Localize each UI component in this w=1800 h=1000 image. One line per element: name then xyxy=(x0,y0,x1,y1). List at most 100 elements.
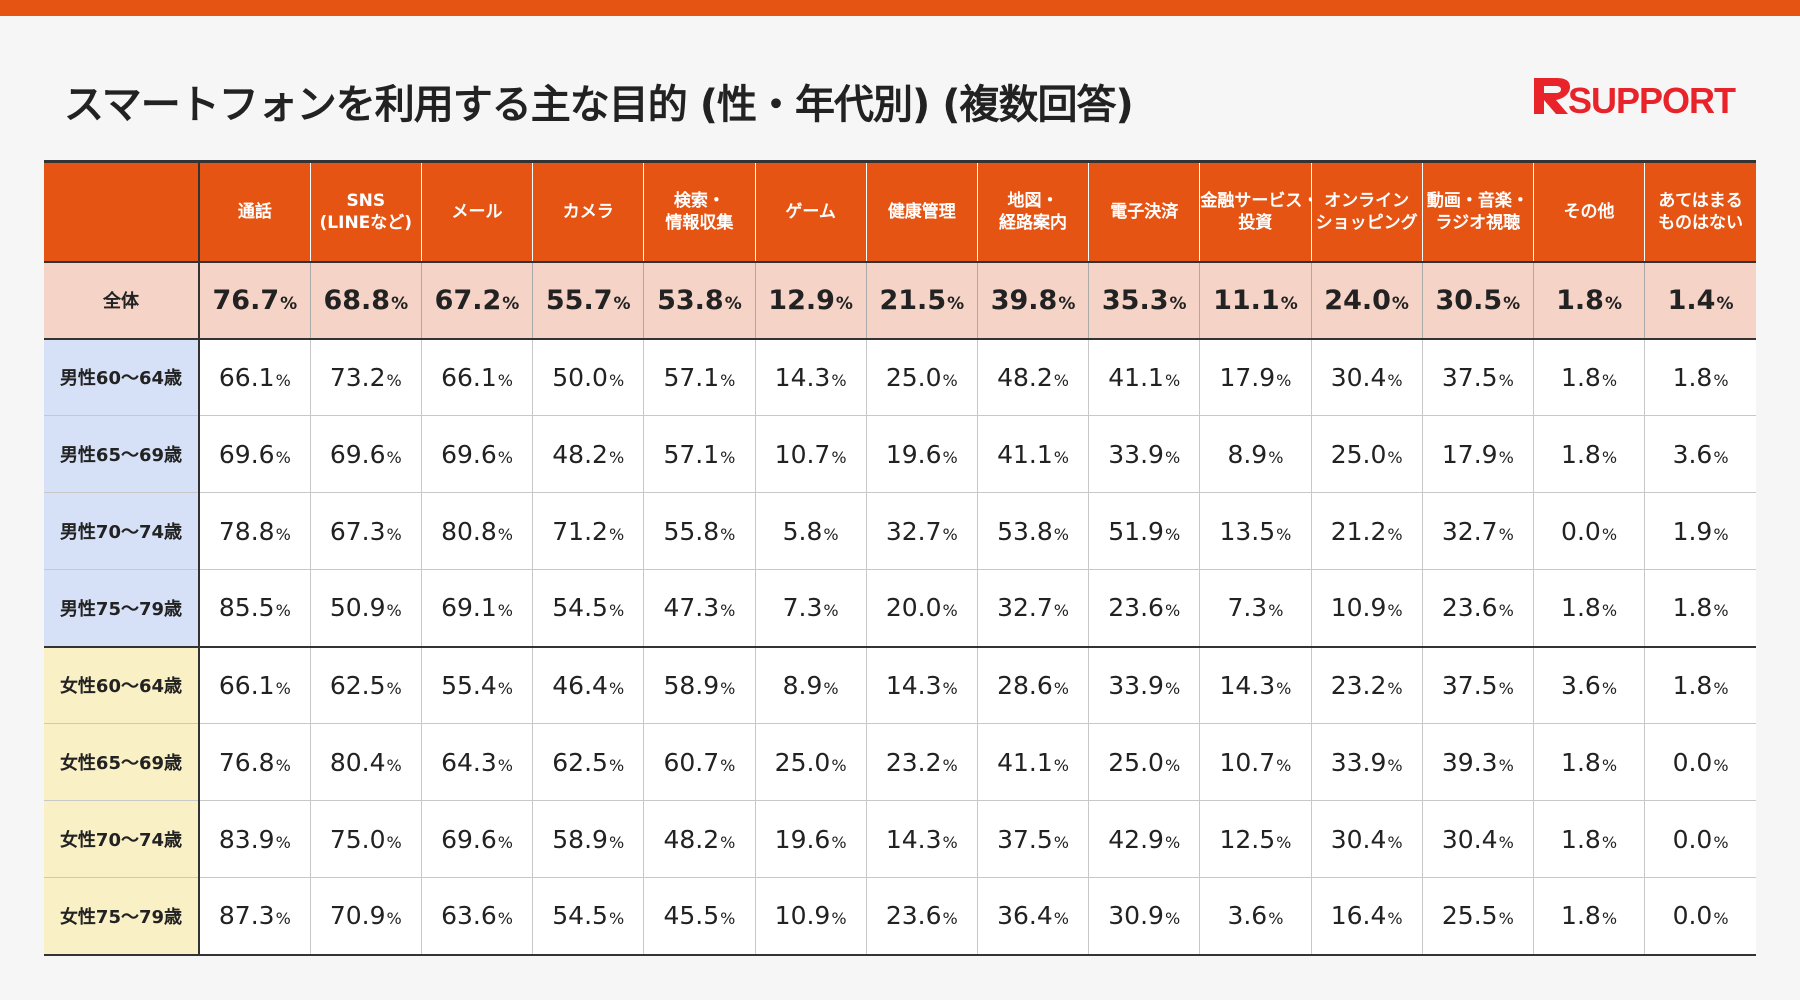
value-cell: 25.0% xyxy=(865,338,978,416)
table-row: 全体 76.7% 68.8% 67.2% 55.7% 53.8% 12.9% 21.5% 39.… xyxy=(44,260,1756,340)
cell-value: 24.0 xyxy=(1324,284,1391,316)
value-cell: 75.0% xyxy=(309,800,422,878)
value-cell: 1.8% xyxy=(1532,260,1645,340)
value-cell: 80.8% xyxy=(420,492,533,570)
percent-unit: % xyxy=(1387,755,1403,775)
value-cell: 42.9% xyxy=(1088,800,1200,878)
value-cell: 83.9% xyxy=(198,800,311,878)
cell-value: 17.9 xyxy=(1219,362,1276,392)
column-header: メール xyxy=(420,161,533,262)
percent-unit: % xyxy=(1391,293,1409,314)
percent-unit: % xyxy=(1053,601,1069,621)
value-cell: 53.8% xyxy=(643,260,756,340)
column-header: 地図・ 経路案内 xyxy=(976,161,1089,262)
cell-value: 67.2 xyxy=(434,284,502,316)
percent-unit: % xyxy=(1604,293,1622,314)
value-cell: 48.2% xyxy=(976,338,1089,416)
percent-unit: % xyxy=(1053,678,1069,698)
column-header-line: 健康管理 xyxy=(887,201,956,222)
column-header-line: オンライン xyxy=(1324,190,1410,211)
row-label: 女性70～74歳 xyxy=(44,800,200,878)
value-cell: 62.5% xyxy=(532,723,644,801)
cell-value: 30.5 xyxy=(1435,284,1503,316)
percent-unit: % xyxy=(1498,524,1514,544)
percent-unit: % xyxy=(275,601,291,621)
percent-unit: % xyxy=(720,755,736,775)
percent-unit: % xyxy=(1164,755,1181,775)
cell-value: 80.4 xyxy=(329,747,386,777)
cell-value: 50.0 xyxy=(552,362,608,392)
value-cell: 41.1% xyxy=(976,723,1089,801)
cell-value: 69.1 xyxy=(441,593,497,623)
value-cell: 80.4% xyxy=(309,723,422,801)
percent-unit: % xyxy=(942,524,958,544)
column-header-line: ショッピング xyxy=(1315,212,1418,233)
value-cell: 33.9% xyxy=(1088,415,1200,493)
value-cell: 41.1% xyxy=(1088,338,1200,416)
cell-value: 8.9 xyxy=(1227,439,1268,469)
percent-unit: % xyxy=(823,524,839,544)
cell-value: 37.5 xyxy=(1441,362,1498,392)
column-header-line: 投資 xyxy=(1238,212,1273,233)
percent-unit: % xyxy=(1164,678,1181,698)
percent-unit: % xyxy=(497,678,513,698)
percent-unit: % xyxy=(1276,832,1292,852)
cell-value: 80.8 xyxy=(441,516,497,546)
cell-value: 10.7 xyxy=(774,439,831,469)
cell-value: 12.9 xyxy=(768,284,835,316)
percent-unit: % xyxy=(1387,678,1403,698)
cell-value: 68.8 xyxy=(323,284,391,316)
cell-value: 41.1 xyxy=(1108,362,1164,392)
cell-value: 1.4 xyxy=(1667,284,1716,316)
percent-unit: % xyxy=(386,755,402,775)
value-cell: 60.7% xyxy=(643,723,756,801)
value-cell: 10.9% xyxy=(754,877,867,956)
percent-unit: % xyxy=(720,601,736,621)
column-header-line: その他 xyxy=(1563,201,1615,222)
percent-unit: % xyxy=(1280,293,1298,314)
percent-unit: % xyxy=(1713,447,1729,467)
column-header-line: カメラ xyxy=(562,201,614,222)
column-header-line: 検索・ xyxy=(673,190,725,211)
cell-value: 47.3 xyxy=(663,593,720,623)
cell-value: 69.6 xyxy=(441,824,497,854)
percent-unit: % xyxy=(497,832,513,852)
cell-value: 30.4 xyxy=(1330,824,1387,854)
cell-value: 19.6 xyxy=(774,824,831,854)
cell-value: 7.3 xyxy=(1227,593,1268,623)
value-cell: 1.9% xyxy=(1644,492,1756,570)
value-cell: 51.9% xyxy=(1088,492,1200,570)
value-cell: 20.0% xyxy=(865,569,978,648)
cell-value: 12.5 xyxy=(1219,824,1276,854)
cell-value: 48.2 xyxy=(997,362,1053,392)
percent-unit: % xyxy=(720,370,736,390)
percent-unit: % xyxy=(502,293,520,314)
value-cell: 70.9% xyxy=(309,877,422,956)
value-cell: 35.3% xyxy=(1088,260,1200,340)
value-cell: 57.1% xyxy=(643,338,756,416)
cell-value: 37.5 xyxy=(1441,670,1498,700)
row-label: 男性70～74歳 xyxy=(44,492,200,570)
percent-unit: % xyxy=(1053,755,1069,775)
cell-value: 23.2 xyxy=(885,747,942,777)
percent-unit: % xyxy=(608,447,625,467)
percent-unit: % xyxy=(386,909,402,929)
percent-unit: % xyxy=(1164,524,1181,544)
percent-unit: % xyxy=(608,755,625,775)
value-cell: 3.6% xyxy=(1532,646,1645,724)
value-cell: 25.5% xyxy=(1421,877,1534,956)
percent-unit: % xyxy=(1276,678,1292,698)
percent-unit: % xyxy=(1601,601,1618,621)
percent-unit: % xyxy=(608,832,625,852)
cell-value: 1.8 xyxy=(1556,284,1604,316)
cell-value: 21.5 xyxy=(879,284,947,316)
cell-value: 58.9 xyxy=(552,824,608,854)
cell-value: 1.8 xyxy=(1561,747,1601,777)
cell-value: 87.3 xyxy=(218,901,275,931)
cell-value: 25.0 xyxy=(1108,747,1164,777)
percent-unit: % xyxy=(608,601,625,621)
cell-value: 66.1 xyxy=(218,670,275,700)
value-cell: 58.9% xyxy=(532,800,644,878)
top-accent-bar xyxy=(0,0,1800,16)
cell-value: 58.9 xyxy=(663,670,720,700)
